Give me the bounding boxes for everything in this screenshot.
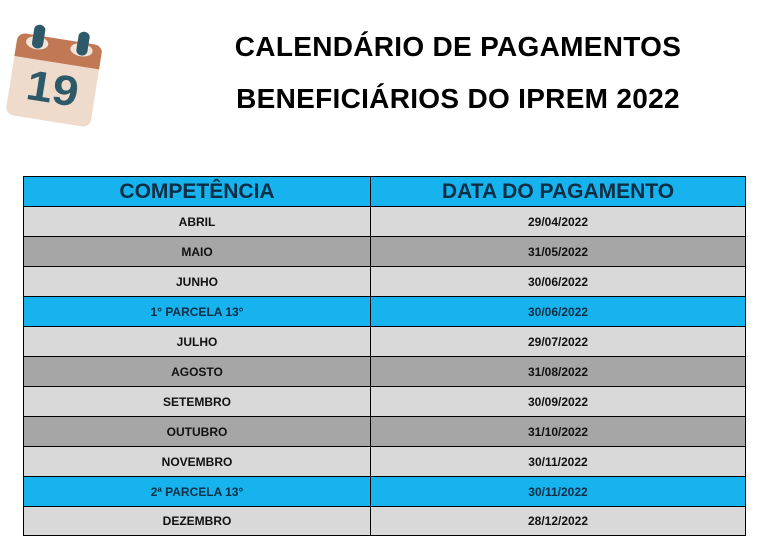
svg-text:19: 19: [23, 62, 82, 116]
